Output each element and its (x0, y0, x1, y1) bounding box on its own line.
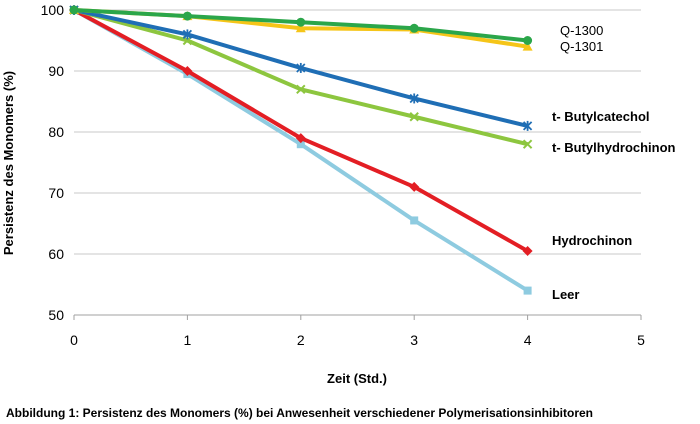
x-tick-label-5: 5 (637, 332, 645, 348)
point-q-1300-0 (69, 5, 79, 15)
point-t-butylhydrochinon-4 (522, 139, 533, 149)
y-tick-label-80: 80 (48, 124, 64, 140)
series-label-t-butylcatechol: t- Butylcatechol (552, 109, 650, 124)
x-tick-label-4: 4 (524, 332, 532, 348)
point-t-butylcatechol-1 (182, 29, 193, 40)
point-hydrochinon-4 (522, 245, 533, 256)
point-q-1300-3 (409, 23, 419, 33)
point-q-1300-1 (182, 11, 192, 21)
y-tick-label-60: 60 (48, 246, 64, 262)
series-line-leer (73, 8, 529, 293)
point-t-butylcatechol-4 (522, 120, 533, 131)
x-axis-title: Zeit (Std.) (327, 371, 387, 386)
series-label-t-butylhydrochinon: t- Butylhydrochinon (552, 140, 676, 155)
point-q-1301-2 (295, 23, 306, 33)
x-tick-label-2: 2 (297, 332, 305, 348)
series-line-hydrochinon (73, 8, 529, 253)
y-axis-title: Persistenz des Monomers (%) (1, 71, 16, 255)
point-t-butylcatechol-2 (296, 62, 306, 73)
point-leer-4 (523, 286, 532, 295)
point-q-1300-4 (523, 36, 533, 45)
x-tick-label-0: 0 (70, 332, 78, 348)
point-t-butylhydrochinon-3 (409, 112, 419, 122)
point-hydrochinon-1 (182, 66, 193, 76)
series-lines (69, 5, 533, 295)
y-tick-label-90: 90 (48, 63, 64, 79)
y-tick-label-70: 70 (48, 185, 64, 201)
y-tick-label-100: 100 (41, 2, 65, 18)
axes: 50 60 70 80 90 100 0 1 2 3 4 5 (41, 2, 645, 348)
y-tick-label-50: 50 (48, 307, 64, 323)
point-t-butylhydrochinon-2 (296, 84, 306, 95)
series-label-hydrochinon: Hydrochinon (552, 233, 632, 248)
x-tick-label-1: 1 (184, 332, 192, 348)
series-label-q-1300: Q-1300 (560, 23, 603, 38)
point-leer-2 (296, 140, 305, 149)
point-hydrochinon-2 (295, 133, 306, 144)
point-t-butylcatechol-3 (409, 93, 419, 104)
point-q-1301-4 (522, 41, 533, 51)
point-leer-3 (410, 216, 419, 225)
point-q-1300-2 (296, 17, 306, 27)
series-label-q-1301: Q-1301 (560, 39, 603, 54)
series-q-1300 (69, 5, 533, 45)
series-label-leer: Leer (552, 287, 579, 302)
x-tick-label-3: 3 (410, 332, 418, 348)
figure-caption: Abbildung 1: Persistenz des Monomers (%)… (6, 406, 593, 420)
series-leer (70, 6, 532, 295)
point-hydrochinon-3 (409, 181, 420, 192)
grid (74, 9, 641, 255)
